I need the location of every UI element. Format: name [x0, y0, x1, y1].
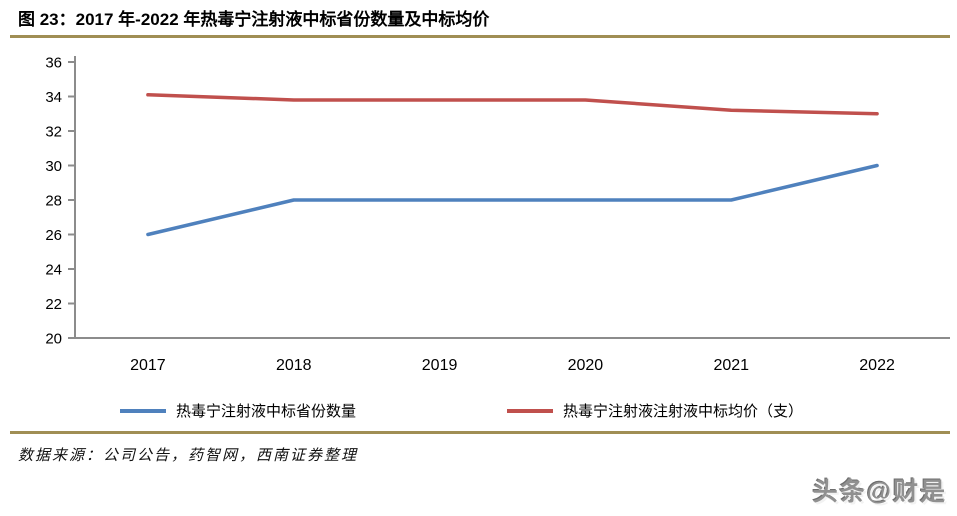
y-axis-tick-label-24: 24 — [45, 262, 62, 279]
x-axis-label-2018: 2018 — [276, 357, 312, 374]
legend-line-swatch-price — [507, 408, 553, 413]
x-axis-label-2019: 2019 — [422, 357, 458, 374]
legend-label-price: 热毒宁注射液注射液中标均价（支） — [563, 403, 804, 420]
series-line-0 — [146, 163, 879, 237]
watermark-toutiao: 头条@财是 — [812, 478, 947, 506]
y-axis-tick-label-20: 20 — [45, 331, 62, 348]
legend-item-price: 热毒宁注射液注射液中标均价（支） — [507, 400, 803, 421]
y-axis-tick-label-30: 30 — [45, 158, 62, 175]
x-axis-label-2020: 2020 — [568, 357, 604, 374]
x-axis-label-2017: 2017 — [130, 357, 166, 374]
y-axis-tick-label-28: 28 — [45, 193, 62, 210]
y-axis-tick-label-32: 32 — [45, 124, 62, 141]
legend-item-provinces: 热毒宁注射液中标省份数量 — [120, 400, 356, 421]
y-axis-tick-label-22: 22 — [45, 296, 62, 313]
bottom-divider-rule — [10, 431, 950, 434]
series-line-1 — [146, 93, 879, 116]
y-axis-tick-label-34: 34 — [45, 89, 62, 106]
top-divider-rule — [10, 35, 950, 38]
x-axis-label-2022: 2022 — [859, 357, 895, 374]
data-source-note: 数据来源：公司公告，药智网，西南证券整理 — [18, 448, 359, 464]
figure-title: 图 23：2017 年-2022 年热毒宁注射液中标省份数量及中标均价 — [18, 10, 490, 29]
legend-line-swatch-provinces — [120, 408, 166, 413]
y-axis-tick-label-36: 36 — [45, 55, 62, 72]
legend-label-provinces: 热毒宁注射液中标省份数量 — [176, 403, 357, 420]
x-axis-label-2021: 2021 — [713, 357, 749, 374]
y-axis-tick-label-26: 26 — [45, 227, 62, 244]
